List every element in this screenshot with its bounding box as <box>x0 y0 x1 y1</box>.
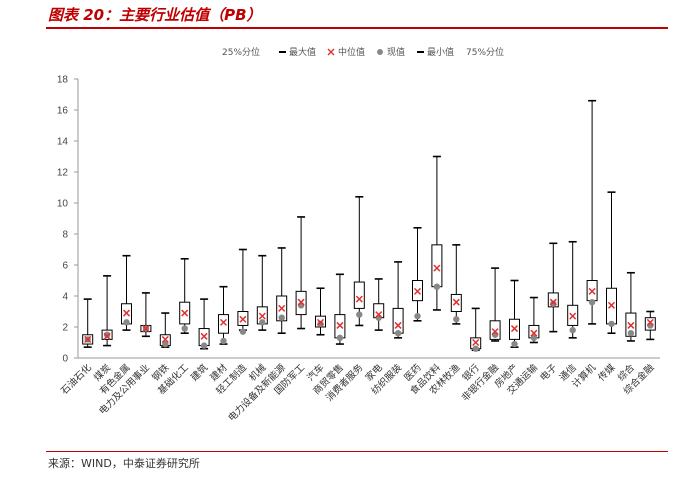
current-dot <box>162 340 169 348</box>
current-dot <box>220 337 227 345</box>
median-marker <box>239 315 247 323</box>
iqr-box <box>392 307 404 334</box>
current-dot <box>569 326 576 334</box>
median-marker <box>472 338 480 347</box>
iqr-box <box>431 244 443 288</box>
current-dot <box>259 319 266 326</box>
legend-label: 最大值 <box>289 46 316 58</box>
category-label: 石油石化 <box>58 361 94 397</box>
median-marker <box>588 287 596 295</box>
median-marker <box>316 318 325 326</box>
y-tick-label: 6 <box>62 261 68 272</box>
figure-source: 来源：WIND，中泰证券研究所 <box>48 457 200 470</box>
y-tick-label: 4 <box>62 292 68 303</box>
legend-current-symbol <box>377 49 383 55</box>
median-marker <box>258 312 266 320</box>
current-dot <box>336 334 344 342</box>
y-tick-label: 14 <box>57 137 69 148</box>
current-dot <box>278 314 285 321</box>
current-dot <box>511 340 518 348</box>
y-tick-label: 2 <box>62 323 68 334</box>
current-dot <box>550 300 557 307</box>
source-rule <box>46 451 668 452</box>
current-dot <box>627 330 635 337</box>
median-marker <box>627 321 635 329</box>
median-marker <box>336 321 344 329</box>
median-marker <box>181 309 189 317</box>
legend-label: 25%分位 <box>222 46 260 58</box>
current-dot <box>200 342 208 349</box>
median-marker <box>355 295 363 303</box>
y-tick-label: 12 <box>57 168 69 179</box>
y-tick-label: 0 <box>62 354 68 365</box>
iqr-box <box>489 320 501 340</box>
legend-label: 中位值 <box>338 46 365 58</box>
median-marker <box>375 311 383 319</box>
category-label: 传媒 <box>596 361 618 383</box>
median-marker <box>219 318 228 326</box>
current-dot <box>103 331 111 338</box>
median-marker <box>161 335 169 343</box>
current-dot <box>608 320 615 328</box>
median-marker <box>530 329 538 337</box>
current-dot <box>453 316 460 323</box>
median-marker <box>297 298 305 306</box>
median-marker <box>549 298 557 306</box>
median-marker <box>569 312 577 320</box>
current-dot <box>123 319 130 326</box>
median-marker <box>433 264 441 272</box>
median-marker <box>84 335 92 343</box>
legend-median-symbol <box>327 48 335 56</box>
median-marker <box>142 325 150 333</box>
legend-label: 最小值 <box>427 46 454 58</box>
y-tick-label: 18 <box>57 75 69 86</box>
legend-label: 现值 <box>387 46 405 58</box>
legend-label: 75%分位 <box>466 46 504 58</box>
current-dot <box>394 330 402 337</box>
iqr-box <box>353 281 365 309</box>
current-dot <box>588 299 596 306</box>
median-marker <box>122 309 131 317</box>
y-tick-label: 8 <box>62 230 68 241</box>
median-marker <box>394 321 402 329</box>
current-dot <box>317 320 324 328</box>
y-tick-label: 16 <box>57 106 69 117</box>
iqr-box <box>218 314 229 334</box>
current-dot <box>433 283 441 290</box>
median-marker <box>200 332 208 340</box>
current-dot <box>181 325 188 332</box>
median-marker <box>646 318 654 326</box>
median-marker <box>103 332 111 340</box>
median-marker <box>607 301 616 309</box>
current-dot <box>356 311 363 318</box>
median-marker <box>491 328 499 336</box>
current-dot <box>414 312 421 320</box>
category-label: 电子 <box>537 361 559 383</box>
y-tick-label: 10 <box>57 199 69 210</box>
current-dot <box>530 334 538 342</box>
current-dot <box>472 345 479 352</box>
category-label: 建筑 <box>188 361 210 383</box>
median-marker <box>413 287 422 295</box>
title-rule <box>46 27 668 29</box>
figure-title: 图表 20：主要行业估值（PB） <box>48 6 262 24</box>
current-dot <box>239 328 247 335</box>
median-marker <box>510 325 519 333</box>
median-marker <box>278 304 286 312</box>
median-marker <box>452 298 460 306</box>
